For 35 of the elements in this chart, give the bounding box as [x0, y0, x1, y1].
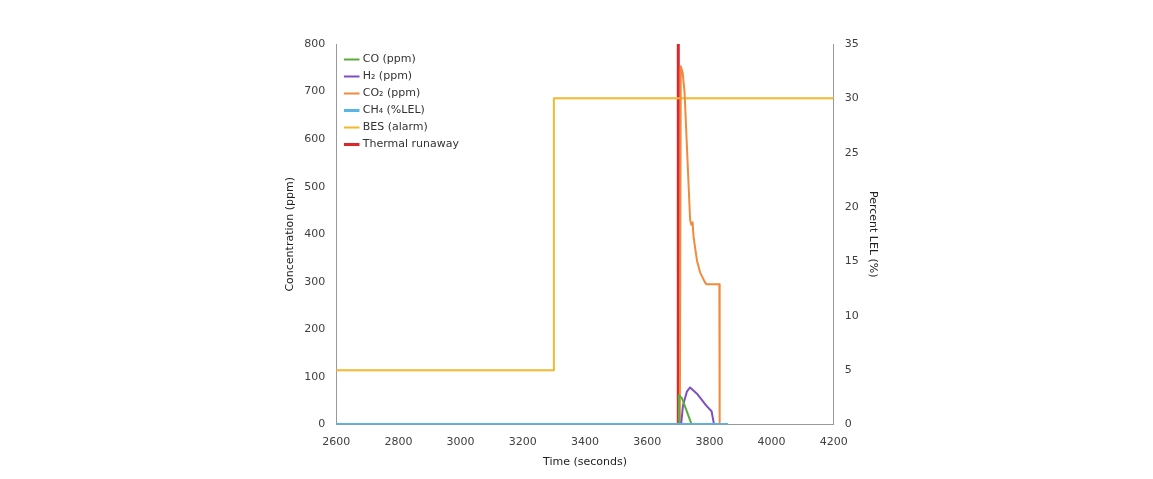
- legend-label: BES (alarm): [362, 120, 428, 134]
- x-axis-title: Time (seconds): [542, 455, 627, 469]
- y2-tick-label: 20: [844, 199, 859, 213]
- legend-label: Thermal runaway: [361, 137, 460, 151]
- y-tick-label: 300: [304, 274, 326, 288]
- y2-tick-label: 15: [844, 254, 859, 268]
- y-tick-label: 800: [304, 36, 326, 50]
- y-tick-label: 0: [318, 417, 326, 431]
- x-tick-label: 2800: [384, 435, 413, 449]
- x-tick-label: 3000: [446, 435, 475, 449]
- y2-tick-label: 5: [844, 363, 852, 377]
- legend-label: CO₂ (ppm): [362, 86, 421, 100]
- legend-label: CO (ppm): [362, 52, 416, 66]
- x-tick-label: 3200: [508, 435, 537, 449]
- legend-label: H₂ (ppm): [362, 69, 413, 83]
- y2-tick-label: 35: [844, 36, 859, 50]
- y2-axis-title: Percent LEL (%): [866, 190, 880, 278]
- y-tick-label: 500: [304, 179, 326, 193]
- y2-tick-label: 25: [844, 145, 859, 159]
- x-tick-label: 3600: [633, 435, 662, 449]
- y-tick-label: 200: [304, 322, 326, 336]
- y-tick-label: 700: [304, 84, 326, 98]
- y2-tick-label: 30: [844, 91, 859, 105]
- legend-label: CH₄ (%LEL): [362, 103, 425, 117]
- x-tick-label: 3800: [695, 435, 724, 449]
- x-tick-label: 3400: [571, 435, 599, 449]
- x-tick-label: 2600: [322, 435, 351, 449]
- y2-tick-label: 10: [844, 308, 859, 322]
- y2-tick-label: 0: [844, 417, 852, 431]
- y-tick-label: 600: [304, 132, 326, 146]
- x-tick-label: 4200: [819, 435, 848, 449]
- y-tick-label: 100: [304, 369, 326, 383]
- x-tick-label: 4000: [757, 435, 786, 449]
- y-axis-title: Concentration (ppm): [283, 177, 297, 292]
- y-tick-label: 400: [304, 227, 326, 241]
